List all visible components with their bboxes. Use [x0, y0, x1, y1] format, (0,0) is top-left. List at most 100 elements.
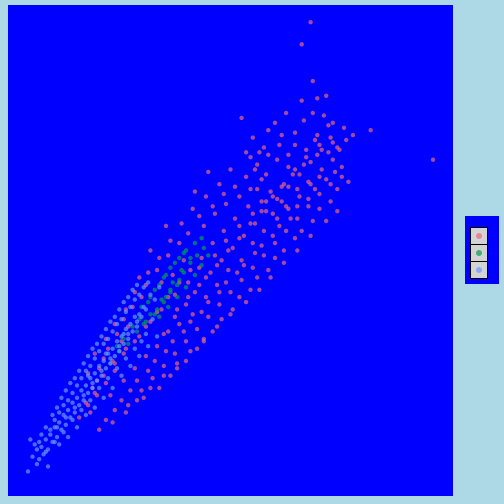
data-point-series-1-228 — [208, 270, 212, 274]
data-point-series-3-74 — [55, 405, 59, 409]
data-point-series-1-59 — [177, 322, 181, 326]
data-point-series-1-235 — [286, 185, 290, 189]
data-point-series-1-149 — [199, 256, 203, 260]
data-point-series-3-45 — [130, 329, 134, 333]
data-point-series-1-250 — [313, 138, 317, 142]
data-point-series-1-101 — [248, 221, 252, 225]
data-point-series-1-78 — [251, 212, 255, 216]
data-point-series-1-124 — [162, 374, 166, 378]
data-point-series-3-51 — [53, 418, 57, 422]
data-point-series-1-1 — [142, 396, 146, 400]
data-point-series-2-31 — [202, 246, 206, 250]
data-point-series-1-244 — [351, 133, 355, 137]
data-point-series-1-215 — [164, 224, 168, 228]
data-point-series-1-114 — [295, 248, 299, 252]
data-point-series-2-9 — [175, 283, 179, 287]
data-point-series-1-155 — [133, 339, 137, 343]
data-point-series-1-125 — [148, 386, 152, 390]
data-point-series-1-181 — [197, 214, 201, 218]
data-point-series-1-192 — [273, 121, 277, 125]
data-point-series-3-2 — [44, 437, 48, 441]
data-point-series-1-161 — [126, 403, 130, 407]
data-point-series-2-19 — [157, 315, 161, 319]
legend-swatch-series-3 — [476, 267, 482, 273]
data-point-series-1-246 — [431, 158, 435, 162]
data-point-series-1-87 — [137, 334, 141, 338]
data-point-series-3-14 — [97, 364, 101, 368]
data-point-series-3-77 — [59, 396, 63, 400]
data-point-series-3-85 — [95, 342, 99, 346]
data-point-series-3-75 — [44, 425, 48, 429]
data-point-series-2-45 — [142, 322, 146, 326]
data-point-series-2-12 — [195, 253, 199, 257]
data-point-series-3-21 — [128, 322, 132, 326]
data-point-series-3-126 — [37, 440, 41, 444]
data-point-series-1-113 — [308, 234, 312, 238]
data-point-series-3-8 — [70, 401, 74, 405]
data-point-series-3-28 — [55, 435, 59, 439]
data-point-series-3-33 — [77, 403, 81, 407]
data-point-series-1-264 — [204, 194, 208, 198]
data-point-series-1-227 — [197, 283, 201, 287]
data-point-series-1-77 — [264, 199, 268, 203]
data-point-series-1-259 — [266, 128, 270, 132]
data-point-series-1-172 — [251, 266, 255, 270]
data-point-series-3-140 — [157, 285, 161, 289]
data-point-series-1-214 — [224, 202, 228, 206]
data-point-series-2-36 — [177, 278, 181, 282]
data-point-series-2-48 — [182, 251, 186, 255]
data-point-series-1-60 — [191, 312, 195, 316]
data-point-series-1-146 — [233, 216, 237, 220]
legend-swatch-series-2 — [476, 250, 482, 256]
data-point-series-2-4 — [135, 329, 139, 333]
data-point-series-1-122 — [188, 349, 192, 353]
data-point-series-3-58 — [84, 369, 88, 373]
data-point-series-1-97 — [204, 275, 208, 279]
data-point-series-2-22 — [184, 285, 188, 289]
data-point-series-1-41 — [188, 320, 192, 324]
data-point-series-3-65 — [115, 322, 119, 326]
data-point-series-2-35 — [168, 288, 172, 292]
data-point-series-3-66 — [119, 317, 123, 321]
data-point-series-1-170 — [228, 290, 232, 294]
data-point-series-1-143 — [264, 172, 268, 176]
data-point-series-2-25 — [171, 280, 175, 284]
data-point-series-3-82 — [82, 361, 86, 365]
data-point-series-1-128 — [110, 420, 114, 424]
data-point-series-1-32 — [271, 234, 275, 238]
data-point-series-3-97 — [26, 469, 30, 473]
data-point-series-1-267 — [259, 199, 263, 203]
data-point-series-3-108 — [137, 354, 141, 358]
data-point-series-1-74 — [302, 162, 306, 166]
data-point-series-1-95 — [184, 302, 188, 306]
data-point-series-3-55 — [70, 391, 74, 395]
data-point-series-1-127 — [124, 410, 128, 414]
data-point-series-1-145 — [246, 204, 250, 208]
data-point-series-1-2 — [157, 386, 161, 390]
data-point-series-1-67 — [275, 216, 279, 220]
data-point-series-1-269 — [191, 207, 195, 211]
data-point-series-3-134 — [117, 344, 121, 348]
data-point-series-1-51 — [104, 418, 108, 422]
data-point-series-1-33 — [259, 243, 263, 247]
data-point-series-1-28 — [306, 197, 310, 201]
data-point-series-1-58 — [166, 329, 170, 333]
data-point-series-1-6 — [195, 347, 199, 351]
data-point-series-3-90 — [117, 307, 121, 311]
data-point-series-1-278 — [93, 351, 97, 355]
data-point-series-1-266 — [248, 187, 252, 191]
data-point-series-3-34 — [82, 398, 86, 402]
data-point-series-1-110 — [344, 138, 348, 142]
data-point-series-3-120 — [79, 408, 83, 412]
data-point-series-1-212 — [202, 224, 206, 228]
data-point-series-1-249 — [311, 79, 315, 83]
data-point-series-3-95 — [33, 442, 37, 446]
data-point-series-1-11 — [237, 295, 241, 299]
data-point-series-1-13 — [255, 275, 259, 279]
data-point-series-1-38 — [217, 290, 221, 294]
data-point-series-1-66 — [262, 229, 266, 233]
data-point-series-2-3 — [126, 342, 130, 346]
data-point-series-1-134 — [286, 207, 290, 211]
data-point-series-1-179 — [328, 182, 332, 186]
